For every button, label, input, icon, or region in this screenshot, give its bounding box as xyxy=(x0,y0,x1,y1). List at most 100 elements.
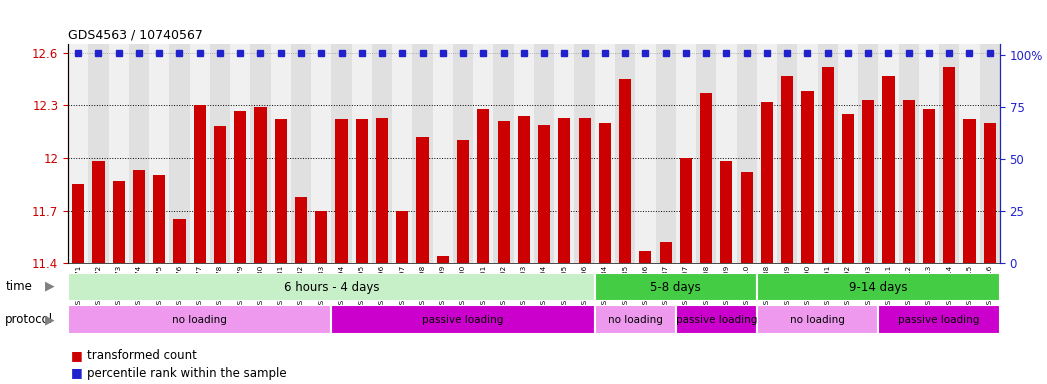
Bar xyxy=(68,44,88,263)
Bar xyxy=(939,44,959,263)
Bar xyxy=(254,107,267,263)
Bar xyxy=(393,44,413,263)
Bar xyxy=(235,111,246,263)
Bar xyxy=(619,79,631,263)
Text: passive loading: passive loading xyxy=(675,314,757,325)
Text: ■: ■ xyxy=(71,366,83,379)
Bar xyxy=(356,119,367,263)
Bar xyxy=(838,44,859,263)
Bar xyxy=(497,121,510,263)
Bar xyxy=(757,273,1000,301)
Bar xyxy=(109,44,129,263)
Bar xyxy=(943,67,955,263)
Bar xyxy=(209,44,230,263)
Bar xyxy=(761,102,773,263)
Text: no loading: no loading xyxy=(790,314,845,325)
Bar xyxy=(595,305,675,334)
Bar xyxy=(716,44,736,263)
Bar xyxy=(554,44,575,263)
Text: protocol: protocol xyxy=(5,313,53,326)
Bar xyxy=(575,44,595,263)
Bar xyxy=(599,123,611,263)
Text: time: time xyxy=(5,280,32,293)
Bar xyxy=(174,219,185,263)
Bar xyxy=(984,123,996,263)
Bar xyxy=(270,44,291,263)
Bar xyxy=(595,273,757,301)
Bar xyxy=(332,44,352,263)
Bar xyxy=(493,44,514,263)
Bar xyxy=(781,76,794,263)
Bar xyxy=(903,100,915,263)
Bar xyxy=(675,44,696,263)
Bar xyxy=(250,44,270,263)
Bar xyxy=(230,44,250,263)
Bar xyxy=(534,44,554,263)
Bar xyxy=(859,44,878,263)
Bar xyxy=(291,44,311,263)
Bar xyxy=(919,44,939,263)
Bar xyxy=(558,118,571,263)
Text: passive loading: passive loading xyxy=(422,314,504,325)
Bar xyxy=(133,170,146,263)
Bar xyxy=(980,44,1000,263)
Bar xyxy=(332,305,595,334)
Bar xyxy=(640,251,651,263)
Bar xyxy=(878,44,898,263)
Bar xyxy=(757,305,878,334)
Bar xyxy=(68,273,595,301)
Bar xyxy=(477,109,489,263)
Bar xyxy=(149,44,170,263)
Text: 5-8 days: 5-8 days xyxy=(650,281,701,293)
Bar xyxy=(352,44,372,263)
Bar xyxy=(92,162,105,263)
Bar xyxy=(898,44,919,263)
Bar xyxy=(757,44,777,263)
Bar xyxy=(72,184,84,263)
Text: 6 hours - 4 days: 6 hours - 4 days xyxy=(284,281,379,293)
Bar xyxy=(170,44,190,263)
Bar xyxy=(538,125,550,263)
Bar xyxy=(636,44,655,263)
Text: no loading: no loading xyxy=(608,314,663,325)
Bar xyxy=(655,44,675,263)
Bar xyxy=(514,44,534,263)
Bar xyxy=(963,119,976,263)
Bar xyxy=(68,305,332,334)
Bar xyxy=(518,116,530,263)
Bar xyxy=(432,44,453,263)
Text: ▶: ▶ xyxy=(45,280,54,293)
Bar xyxy=(413,44,432,263)
Bar xyxy=(959,44,980,263)
Bar xyxy=(274,119,287,263)
Bar xyxy=(396,210,408,263)
Bar xyxy=(660,242,672,263)
Bar xyxy=(376,118,388,263)
Bar xyxy=(456,141,469,263)
Text: ▶: ▶ xyxy=(45,313,54,326)
Bar xyxy=(437,256,449,263)
Bar xyxy=(736,44,757,263)
Bar xyxy=(113,181,125,263)
Bar xyxy=(417,137,428,263)
Bar xyxy=(696,44,716,263)
Text: no loading: no loading xyxy=(173,314,227,325)
Bar xyxy=(453,44,473,263)
Bar xyxy=(335,119,348,263)
Bar xyxy=(311,44,332,263)
Bar xyxy=(129,44,149,263)
Bar xyxy=(777,44,798,263)
Bar xyxy=(680,158,692,263)
Bar xyxy=(801,91,814,263)
Bar xyxy=(214,126,226,263)
Bar xyxy=(579,118,591,263)
Text: ■: ■ xyxy=(71,349,83,362)
Text: 9-14 days: 9-14 days xyxy=(849,281,908,293)
Bar xyxy=(798,44,818,263)
Text: percentile rank within the sample: percentile rank within the sample xyxy=(87,367,287,380)
Text: passive loading: passive loading xyxy=(898,314,980,325)
Bar xyxy=(883,76,894,263)
Bar xyxy=(818,44,838,263)
Bar xyxy=(822,67,833,263)
Bar xyxy=(595,44,615,263)
